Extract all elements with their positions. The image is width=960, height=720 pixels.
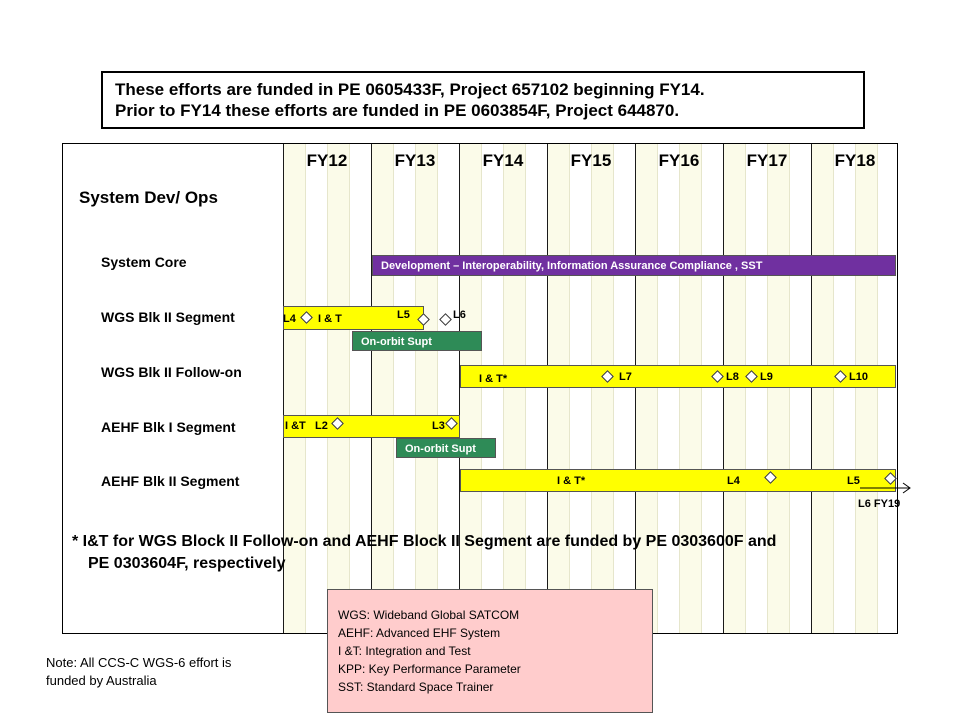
legend-item: AEHF: Advanced EHF System — [338, 626, 501, 640]
grid-quarter-stripe — [284, 144, 306, 633]
grid-quarter-line — [679, 144, 680, 633]
grid-year-divider — [811, 144, 812, 633]
aehf-blk2-integration-bar — [460, 469, 896, 492]
section-heading: System Dev/ Ops — [79, 188, 218, 207]
grid-quarter-line — [415, 144, 416, 633]
grid-quarter-stripe — [812, 144, 834, 633]
legend-item: I &T: Integration and Test — [338, 644, 471, 658]
grid-quarter-line — [437, 144, 438, 633]
grid-quarter-line — [745, 144, 746, 633]
aehf-blk2-continuation-arrow-icon — [860, 482, 911, 494]
wgs-followon-it-label: I & T* — [479, 373, 508, 385]
grid-year-divider — [371, 144, 372, 633]
aehf-blk1-integration-bar — [283, 415, 460, 438]
wgs-followon-l7-label: L7 — [619, 371, 632, 383]
grid-quarter-line — [327, 144, 328, 633]
aehf-blk1-onorbit-support-bar: On-orbit Supt — [396, 438, 496, 458]
year-label-fy18: FY18 — [834, 151, 876, 170]
row-label-aehf-blk1-segment: AEHF Blk I Segment — [101, 419, 236, 435]
wgs-blk2-onorbit-support-bar: On-orbit Supt — [352, 331, 482, 351]
grid-year-divider — [723, 144, 724, 633]
legend-item: KPP: Key Performance Parameter — [338, 662, 521, 676]
grid-quarter-line — [569, 144, 570, 633]
grid-year-divider — [635, 144, 636, 633]
note-line1: Note: All CCS-C WGS-6 effort is — [46, 655, 232, 670]
year-label-fy15: FY15 — [570, 151, 612, 170]
acronym-legend-box: WGS: Wideband Global SATCOM AEHF: Advanc… — [327, 589, 653, 713]
grid-year-divider — [547, 144, 548, 633]
wgs-blk2-l4-label: L4 — [283, 313, 296, 325]
aehf-blk2-l6-label: L6 FY19 — [858, 498, 901, 510]
grid-quarter-line — [789, 144, 790, 633]
funding-footnote: * I&T for WGS Block II Follow-on and AEH… — [72, 531, 776, 575]
grid-quarter-line — [481, 144, 482, 633]
grid-year-divider — [283, 144, 284, 633]
footnote-line2: PE 0303604F, respectively — [88, 555, 286, 572]
grid-quarter-line — [393, 144, 394, 633]
australia-funding-note: Note: All CCS-C WGS-6 effort is funded b… — [46, 654, 231, 690]
aehf-blk1-l2-label: L2 — [315, 420, 328, 432]
year-label-fy16: FY16 — [658, 151, 700, 170]
system-core-development-label: Development – Interoperability, Informat… — [381, 260, 763, 272]
grid-quarter-line — [503, 144, 504, 633]
wgs-followon-l9-label: L9 — [760, 371, 773, 383]
wgs-blk2-l6-label: L6 — [453, 309, 466, 321]
legend-item: SST: Standard Space Trainer — [338, 680, 494, 694]
grid-year-divider — [459, 144, 460, 633]
row-label-wgs-blk2-segment: WGS Blk II Segment — [101, 309, 235, 325]
grid-quarter-line — [349, 144, 350, 633]
grid-quarter-line — [855, 144, 856, 633]
wgs-blk2-it-label: I & T — [318, 313, 342, 325]
grid-quarter-line — [591, 144, 592, 633]
wgs-blk2-l5-label: L5 — [397, 309, 410, 321]
funding-note-line1: These efforts are funded in PE 0605433F,… — [115, 80, 705, 99]
year-label-fy17: FY17 — [746, 151, 788, 170]
funding-note-line2: Prior to FY14 these efforts are funded i… — [115, 101, 680, 120]
wgs-blk2-onorbit-support-label: On-orbit Supt — [361, 336, 432, 348]
note-line2: funded by Australia — [46, 673, 157, 688]
aehf-blk1-onorbit-support-label: On-orbit Supt — [405, 443, 476, 455]
grid-quarter-line — [613, 144, 614, 633]
aehf-blk2-l5-label: L5 — [847, 475, 860, 487]
year-label-fy14: FY14 — [482, 151, 524, 170]
funding-note-box: These efforts are funded in PE 0605433F,… — [101, 71, 865, 129]
grid-quarter-stripe — [328, 144, 350, 633]
legend-item: WGS: Wideband Global SATCOM — [338, 608, 520, 622]
footnote-line1: * I&T for WGS Block II Follow-on and AEH… — [72, 533, 777, 550]
row-label-system-core: System Core — [101, 254, 187, 270]
system-core-development-bar: Development – Interoperability, Informat… — [372, 255, 896, 276]
aehf-blk2-l4-label: L4 — [727, 475, 740, 487]
grid-quarter-line — [525, 144, 526, 633]
grid-quarter-stripe — [856, 144, 878, 633]
aehf-blk2-it-label: I & T* — [557, 475, 586, 487]
row-label-aehf-blk2-segment: AEHF Blk II Segment — [101, 473, 240, 489]
grid-quarter-line — [833, 144, 834, 633]
grid-quarter-line — [767, 144, 768, 633]
wgs-followon-l8-label: L8 — [726, 371, 739, 383]
year-label-fy12: FY12 — [306, 151, 348, 170]
wgs-followon-integration-bar — [460, 365, 896, 388]
grid-quarter-line — [305, 144, 306, 633]
wgs-followon-l10-label: L10 — [849, 371, 868, 383]
grid-quarter-line — [701, 144, 702, 633]
aehf-blk1-it-label: I &T — [285, 420, 306, 432]
grid-quarter-line — [877, 144, 878, 633]
grid-quarter-line — [657, 144, 658, 633]
aehf-blk1-l3-label: L3 — [432, 420, 445, 432]
year-label-fy13: FY13 — [394, 151, 436, 170]
row-label-wgs-blk2-followon: WGS Blk II Follow-on — [101, 364, 242, 380]
